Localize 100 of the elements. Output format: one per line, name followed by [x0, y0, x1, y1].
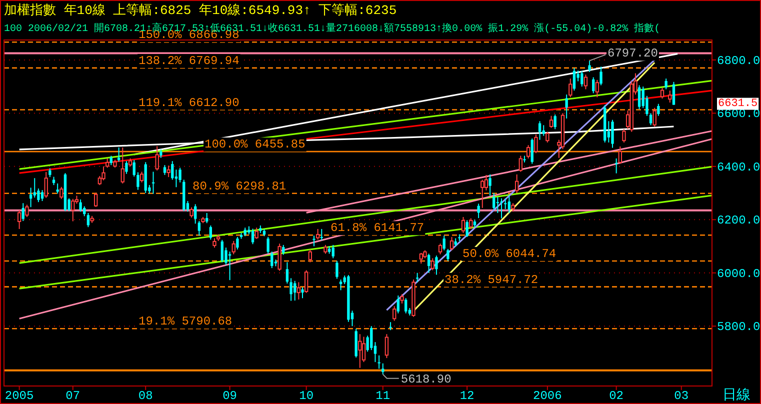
x-tick-label: 08 — [138, 389, 153, 403]
candlestick — [132, 160, 136, 178]
candlestick — [44, 172, 48, 198]
candlestick — [79, 198, 82, 212]
candlestick — [450, 236, 454, 251]
candlestick — [370, 326, 373, 351]
candlestick — [416, 272, 419, 283]
candlestick — [266, 236, 270, 254]
candlestick — [592, 76, 595, 94]
candlestick — [339, 279, 342, 291]
x-axis-title: 日線 — [722, 387, 750, 404]
candlestick — [232, 240, 236, 255]
candlestick — [438, 243, 442, 255]
candlestick — [56, 182, 59, 194]
candlestick — [508, 195, 511, 214]
candlestick — [25, 204, 29, 218]
candlestick — [163, 164, 166, 176]
candlestick — [205, 212, 208, 224]
candlestick — [580, 70, 584, 88]
candlestick — [171, 160, 174, 180]
candlestick — [649, 112, 652, 126]
candlestick — [392, 306, 396, 322]
candlestick — [136, 172, 140, 190]
candlestick — [554, 114, 556, 130]
candlestick — [140, 171, 144, 183]
x-tick-label: 2005 — [4, 389, 34, 403]
candlestick — [17, 210, 22, 230]
annotation: 6797.20 — [608, 46, 658, 61]
candlestick — [286, 262, 289, 284]
ref-line-label: 80.9% 6298.81 — [192, 179, 286, 194]
candlestick — [86, 212, 90, 228]
candlestick — [480, 179, 484, 208]
candlestick — [442, 235, 446, 251]
candlestick — [152, 171, 155, 194]
candlestick — [110, 155, 112, 166]
candlestick — [166, 165, 170, 178]
candlestick — [120, 147, 124, 184]
candlestick — [652, 107, 656, 127]
candlestick — [105, 158, 110, 168]
candlestick — [430, 258, 434, 271]
ref-line-label: 50.0% 6044.74 — [462, 246, 556, 261]
y-tick-label: 6800.0 — [717, 54, 760, 68]
candlestick — [614, 158, 618, 174]
candlestick — [40, 190, 44, 202]
candlestick — [198, 220, 201, 236]
candlestick — [236, 236, 239, 250]
candlestick — [320, 228, 323, 241]
candlestick — [83, 206, 86, 217]
x-tick-label: 2006 — [533, 389, 562, 403]
candlestick — [190, 206, 194, 218]
candlestick — [657, 103, 660, 116]
candlestick — [312, 235, 316, 247]
x-tick-label: 03 — [674, 389, 689, 403]
candlestick — [477, 203, 480, 219]
candlestick — [638, 84, 641, 110]
candlestick — [382, 362, 384, 375]
candlestick — [622, 128, 626, 143]
candlestick — [668, 90, 672, 104]
candlestick — [332, 244, 334, 259]
candlestick — [466, 220, 468, 238]
candlestick — [618, 146, 622, 164]
candlestick — [296, 282, 301, 300]
candlestick — [568, 78, 572, 98]
candlestick — [419, 252, 423, 264]
candlestick — [254, 227, 258, 240]
candlestick — [427, 253, 430, 274]
candlestick — [514, 174, 519, 194]
candlestick — [384, 334, 389, 359]
candlestick — [102, 166, 106, 181]
candlestick — [125, 160, 128, 174]
candlestick — [378, 354, 380, 370]
candlestick — [572, 67, 576, 92]
ref-line-label: 138.2% 6769.94 — [138, 54, 240, 68]
candlestick — [282, 244, 285, 256]
candlestick — [488, 174, 492, 196]
x-tick-label: 02 — [609, 389, 624, 403]
candlestick — [461, 216, 466, 234]
candlestick — [530, 138, 534, 164]
candlestick — [155, 146, 159, 171]
candlestick — [304, 270, 308, 294]
candlestick — [588, 60, 591, 72]
candlestick — [220, 239, 224, 263]
ref-line-label: 38.2% 5947.72 — [444, 272, 538, 287]
candlestick — [209, 225, 212, 240]
candlestick — [71, 198, 75, 222]
candlestick — [526, 144, 530, 159]
y-tick-label: 6200.0 — [717, 214, 760, 228]
candlestick — [546, 131, 550, 143]
x-tick-label: 10 — [299, 389, 314, 403]
candlestick — [336, 260, 338, 280]
x-tick-label: 07 — [66, 389, 80, 403]
candlestick — [290, 278, 292, 302]
candlestick — [664, 78, 668, 90]
candlestick — [446, 248, 450, 262]
candlestick — [660, 87, 664, 100]
candlestick — [518, 155, 522, 172]
candlestick — [496, 196, 500, 214]
text: 6631.5 — [718, 98, 758, 110]
y-tick-label: 6400.0 — [717, 160, 760, 174]
candlestick — [600, 66, 602, 86]
